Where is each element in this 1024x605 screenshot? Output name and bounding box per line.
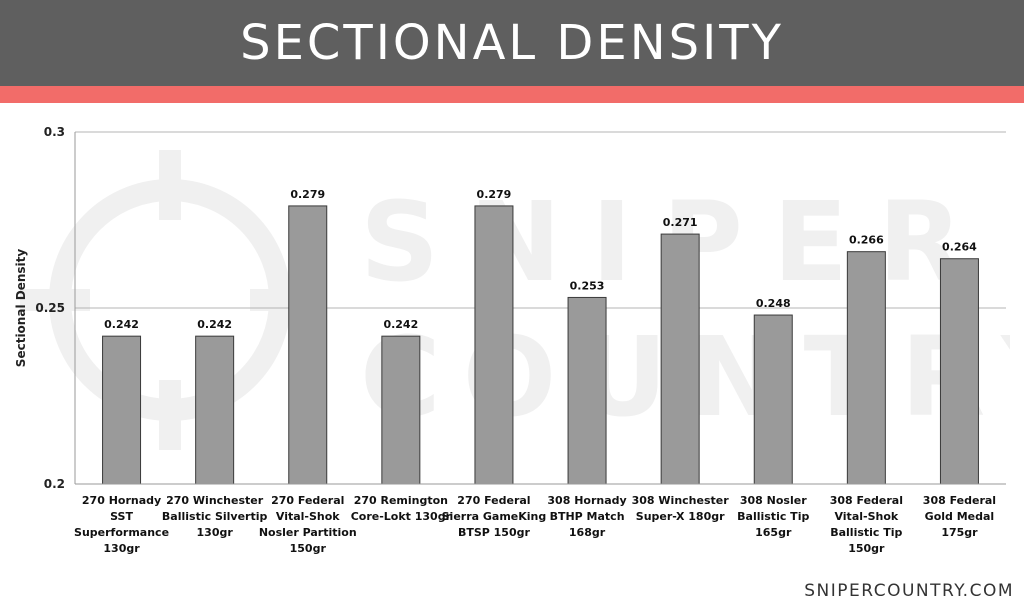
y-tick-label: 0.2	[44, 477, 65, 491]
x-tick-label-line: BTSP 150gr	[458, 526, 531, 539]
x-tick-label-line: 175gr	[941, 526, 978, 539]
x-tick-label-line: Vital-Shok	[276, 510, 340, 523]
x-tick-label-line: 308 Winchester	[632, 494, 730, 507]
x-tick-label: 308 Hornady BTHP Match 168gr	[547, 494, 626, 539]
bar	[102, 335, 142, 485]
x-tick-label-line: 130gr	[197, 526, 234, 539]
data-label: 0.242	[383, 318, 418, 331]
x-tick-label-line: 165gr	[755, 526, 792, 539]
x-tick-label-line: Superformance	[74, 526, 169, 539]
y-axis-label: Sectional Density	[14, 249, 28, 368]
x-tick-label: 270 Winchester Ballistic Silvertip 130gr	[162, 494, 268, 539]
bar	[846, 251, 886, 485]
x-tick-label-line: 308 Federal	[923, 494, 996, 507]
x-tick-label-line: 270 Winchester	[166, 494, 264, 507]
bar	[660, 233, 700, 485]
x-tick-label: 270 Remington Core-Lokt 130gr	[351, 494, 452, 523]
y-tick-label: 0.3	[44, 125, 65, 139]
x-tick-label-line: 270 Federal	[271, 494, 344, 507]
data-label: 0.266	[849, 234, 884, 247]
x-tick-label: 270 Federal Sierra GameKing BTSP 150gr	[442, 494, 547, 539]
x-tick-label-line: SST	[110, 510, 133, 523]
data-label: 0.242	[104, 318, 139, 331]
x-tick-label-line: 150gr	[848, 542, 885, 555]
x-tick-label: 270 Federal Vital-Shok Nosler Partition 150…	[259, 494, 357, 555]
x-tick-label-line: 308 Federal	[830, 494, 903, 507]
header-banner: SECTIONAL DENSITY	[0, 0, 1024, 86]
x-tick-label-line: 270 Hornady	[82, 494, 161, 507]
x-tick-label-line: Vital-Shok	[834, 510, 898, 523]
x-tick-label-line: 150gr	[290, 542, 327, 555]
x-tick-label: 308 Winchester Super-X 180gr	[632, 494, 730, 523]
x-tick-label-line: Core-Lokt 130gr	[351, 510, 452, 523]
data-label: 0.271	[663, 216, 698, 229]
data-label: 0.264	[942, 241, 977, 254]
x-tick-label: 308 Federal Gold Medal 175gr	[923, 494, 996, 539]
bar	[753, 314, 793, 485]
x-tick-label-line: Ballistic Tip	[737, 510, 809, 523]
x-tick-label-line: 308 Nosler	[740, 494, 807, 507]
x-tick-label-line: Super-X 180gr	[636, 510, 725, 523]
data-label: 0.248	[756, 297, 791, 310]
x-tick-label-line: BTHP Match	[550, 510, 625, 523]
x-tick-label-line: 130gr	[103, 542, 140, 555]
x-tick-label-line: Sierra GameKing	[442, 510, 547, 523]
data-label: 0.279	[290, 188, 325, 201]
bar	[195, 335, 235, 485]
bar	[288, 205, 328, 485]
data-label: 0.279	[477, 188, 512, 201]
data-label: 0.242	[197, 318, 232, 331]
x-tick-label-line: 168gr	[569, 526, 606, 539]
y-tick-label: 0.25	[35, 301, 65, 315]
bar	[567, 296, 607, 485]
x-tick-label-line: Gold Medal	[925, 510, 995, 523]
bar	[474, 205, 514, 485]
x-tick-label-line: Ballistic Tip	[830, 526, 902, 539]
accent-stripe	[0, 86, 1024, 103]
data-label: 0.253	[570, 279, 605, 292]
x-tick-label-line: Nosler Partition	[259, 526, 357, 539]
x-tick-label-line: 308 Hornady	[547, 494, 626, 507]
x-tick-label-line: 270 Federal	[457, 494, 530, 507]
footer-brand: SNIPERCOUNTRY.COM	[804, 581, 1014, 601]
x-tick-label-line: Ballistic Silvertip	[162, 510, 268, 523]
page-title: SECTIONAL DENSITY	[240, 15, 784, 71]
bar	[381, 335, 421, 485]
x-tick-label: 308 Federal Vital-Shok Ballistic Tip 150gr	[830, 494, 903, 555]
bar	[939, 258, 979, 485]
x-tick-label-line: 270 Remington	[354, 494, 448, 507]
x-tick-label: 308 Nosler Ballistic Tip 165gr	[737, 494, 809, 539]
x-tick-label: 270 Hornady SST Superformance 130gr	[74, 494, 169, 555]
